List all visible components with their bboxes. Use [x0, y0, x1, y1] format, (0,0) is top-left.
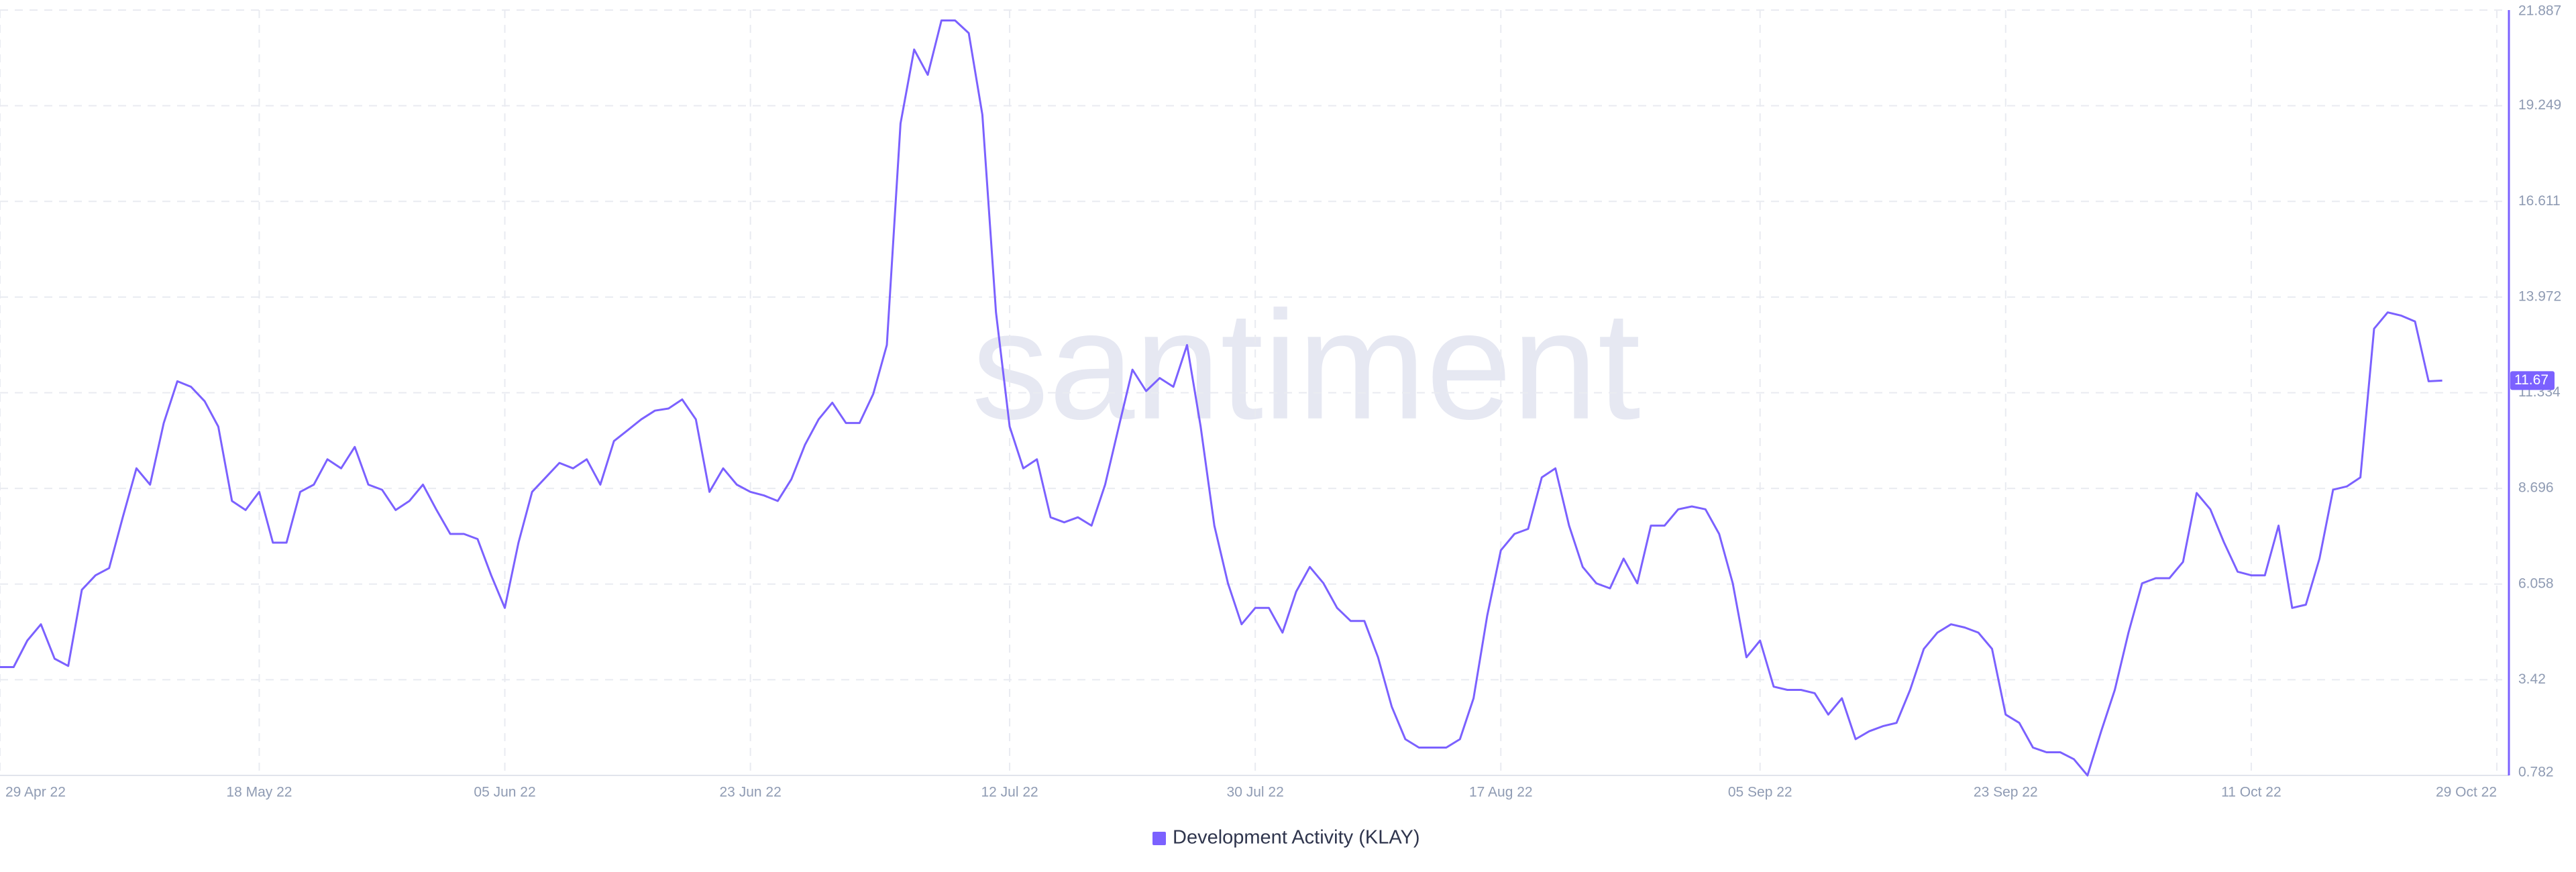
- x-tick-label: 17 Aug 22: [1469, 785, 1533, 800]
- y-tick-label: 13.972: [2518, 288, 2561, 304]
- watermark: santiment: [971, 279, 1640, 451]
- x-tick-label: 05 Jun 22: [474, 785, 535, 800]
- x-tick-label: 12 Jul 22: [981, 785, 1038, 800]
- y-tick-label: 0.782: [2518, 765, 2554, 780]
- x-tick-label: 05 Sep 22: [1728, 785, 1792, 800]
- x-tick-label: 29 Apr 22: [5, 785, 66, 800]
- y-tick-label: 19.249: [2518, 97, 2561, 113]
- x-tick-label: 30 Jul 22: [1227, 785, 1284, 800]
- x-tick-label: 23 Sep 22: [1974, 785, 2038, 800]
- x-tick-label: 29 Oct 22: [2436, 785, 2497, 800]
- series-line: [0, 19, 2443, 777]
- y-tick-label: 6.058: [2518, 576, 2554, 591]
- current-value-badge: [2510, 371, 2555, 390]
- y-tick-label: 3.42: [2518, 671, 2546, 687]
- current-value-label: 11.67: [2514, 372, 2548, 388]
- legend-label: Development Activity (KLAY): [1173, 827, 1420, 849]
- legend-swatch: [1152, 832, 1166, 845]
- y-tick-label: 21.887: [2518, 3, 2561, 19]
- y-tick-label: 16.611: [2518, 193, 2561, 209]
- x-tick-label: 23 Jun 22: [720, 785, 782, 800]
- x-tick-label: 11 Oct 22: [2221, 785, 2282, 800]
- legend: Development Activity (KLAY): [1152, 827, 1420, 849]
- x-tick-label: 18 May 22: [226, 785, 292, 800]
- y-tick-label: 8.696: [2518, 480, 2554, 496]
